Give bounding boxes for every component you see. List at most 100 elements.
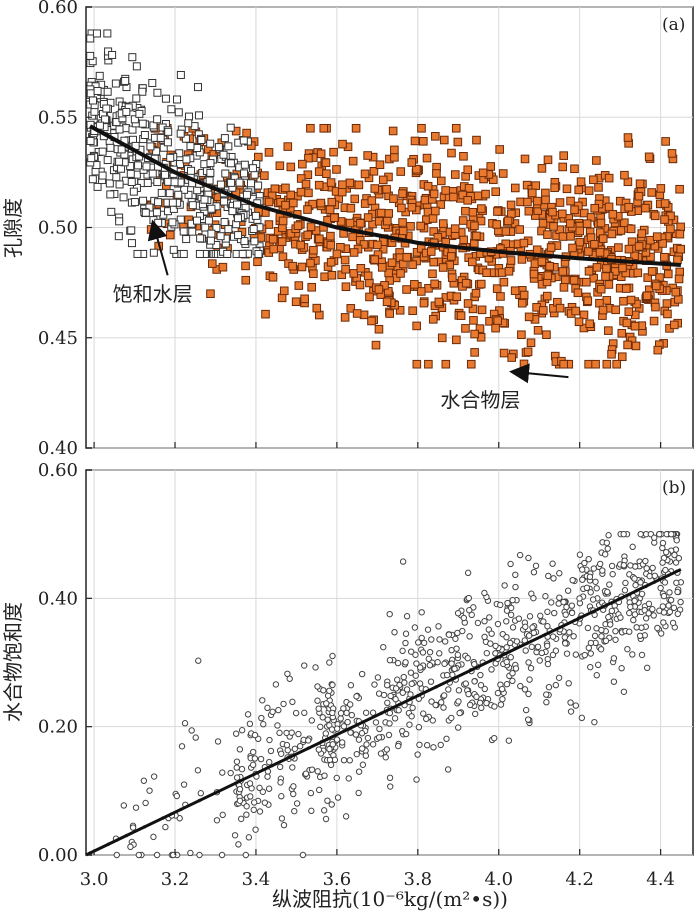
hydrate-point: [523, 197, 532, 207]
saturation-point: [416, 741, 423, 748]
saturation-point: [415, 724, 423, 731]
saturation-point: [407, 691, 414, 698]
water-point: [126, 169, 135, 178]
hydrate-point: [650, 211, 660, 221]
hydrate-point: [602, 264, 611, 273]
water-point: [102, 104, 111, 113]
water-point: [193, 216, 202, 225]
saturation-point: [307, 789, 315, 797]
saturation-point: [426, 648, 434, 656]
saturation-point: [563, 650, 571, 657]
saturation-point: [569, 576, 576, 584]
saturation-point: [473, 693, 480, 701]
hydrate-point: [614, 243, 623, 252]
saturation-point: [581, 559, 588, 567]
saturation-point: [369, 709, 377, 716]
water-point: [194, 111, 203, 120]
water-point: [117, 145, 126, 154]
saturation-point: [481, 633, 488, 641]
hydrate-point: [338, 180, 347, 190]
saturation-point: [608, 607, 616, 615]
saturation-point: [488, 630, 495, 637]
saturation-point: [308, 766, 316, 773]
hydrate-point: [218, 262, 228, 272]
hydrate-point: [566, 232, 575, 241]
hydrate-point: [367, 316, 376, 326]
saturation-point: [315, 705, 322, 712]
saturation-point: [416, 664, 424, 671]
hydrate-point: [371, 340, 381, 350]
saturation-point: [415, 639, 422, 646]
saturation-point: [522, 706, 530, 714]
water-point: [242, 190, 251, 199]
water-point: [226, 123, 235, 132]
water-point: [200, 195, 209, 204]
hydrate-point: [345, 218, 355, 228]
saturation-point: [483, 649, 491, 657]
saturation-point: [605, 532, 612, 539]
saturation-point: [549, 651, 557, 659]
hydrate-point: [396, 269, 405, 278]
hydrate-point: [384, 268, 393, 278]
hydrate-point: [561, 275, 570, 285]
saturation-point: [572, 651, 580, 658]
hydrate-point: [461, 278, 471, 288]
hydrate-point: [469, 316, 478, 325]
hydrate-point: [584, 186, 594, 195]
hydrate-point: [385, 309, 395, 318]
saturation-point: [477, 671, 484, 679]
hydrate-point: [277, 237, 287, 246]
hydrate-point: [428, 315, 438, 324]
saturation-point: [142, 799, 149, 807]
hydrate-point: [326, 257, 336, 267]
hydrate-point: [309, 269, 318, 279]
saturation-point: [440, 692, 448, 699]
water-point: [206, 139, 215, 148]
saturation-point: [329, 741, 336, 748]
saturation-point: [402, 639, 409, 647]
saturation-point: [292, 709, 300, 717]
hydrate-point: [306, 258, 315, 268]
saturation-point: [272, 681, 280, 688]
saturation-point: [507, 611, 515, 619]
hydrate-point: [662, 299, 672, 308]
chart-a-y-axis-title: 孔隙度: [1, 198, 25, 258]
saturation-point: [127, 843, 134, 851]
saturation-point: [340, 723, 348, 730]
saturation-point: [677, 598, 684, 606]
hydrate-point: [517, 255, 527, 264]
saturation-point: [674, 610, 681, 618]
saturation-point: [604, 545, 611, 552]
saturation-point: [660, 619, 667, 626]
hydrate-point: [332, 249, 342, 259]
hydrate-point: [507, 209, 516, 219]
saturation-point: [231, 832, 239, 839]
water-point: [184, 112, 193, 121]
saturation-point: [391, 715, 399, 722]
saturation-point: [567, 708, 575, 715]
hydrate-point: [623, 133, 633, 142]
hydrate-point: [580, 208, 589, 218]
hydrate-point: [303, 230, 313, 240]
hydrate-point: [450, 170, 460, 179]
hydrate-point: [397, 203, 406, 213]
saturation-point: [227, 769, 234, 777]
water-point: [174, 190, 183, 199]
saturation-point: [507, 560, 514, 568]
hydrate-point: [340, 313, 350, 322]
water-point: [240, 237, 249, 246]
hydrate-point: [647, 188, 656, 197]
saturation-point: [337, 715, 344, 722]
hydrate-point: [383, 216, 392, 226]
hydrate-point: [419, 298, 429, 308]
saturation-point: [258, 714, 265, 722]
saturation-point: [423, 741, 431, 749]
water-point: [164, 127, 173, 136]
saturation-point: [466, 633, 473, 640]
saturation-point: [536, 657, 543, 664]
saturation-point: [173, 792, 181, 800]
saturation-point: [455, 687, 463, 694]
saturation-point: [471, 678, 478, 685]
